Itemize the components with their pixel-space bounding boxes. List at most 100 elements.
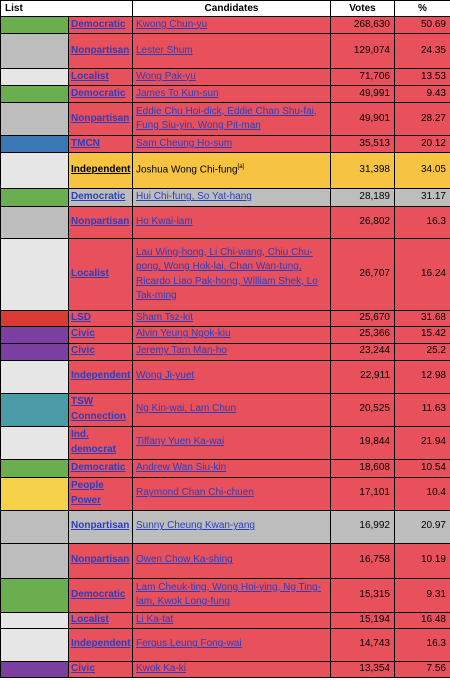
- candidate-link[interactable]: Alvin Yeung Ngok-kiu: [136, 328, 231, 340]
- candidate-link[interactable]: Jeremy Tam Man-ho: [136, 345, 227, 357]
- list-cell: Democratic: [68, 16, 133, 34]
- candidate-link[interactable]: Owen Chow Ka-shing: [136, 554, 233, 566]
- list-cell: Nonpartisan: [68, 33, 133, 69]
- list-link[interactable]: Ind. democrat: [71, 429, 117, 455]
- footnote-marker[interactable]: [a]: [237, 164, 245, 171]
- candidate-link[interactable]: Sam Cheung Ho-sum: [136, 137, 233, 149]
- list-link[interactable]: Nonpartisan: [71, 520, 130, 532]
- percent-header: %: [394, 0, 450, 17]
- candidate-link[interactable]: Sunny Cheung Kwan-yang: [136, 520, 255, 532]
- candidate-link[interactable]: Li Ka-tat: [136, 613, 174, 625]
- candidate-link[interactable]: James To Kun-sun: [136, 87, 219, 99]
- table-row: Localist Li Ka-tat 15,194 16.48: [0, 611, 450, 629]
- table-row: Independent Joshua Wong Chi-fung[a] 31,398…: [0, 152, 450, 189]
- list-cell: Localist: [68, 238, 133, 311]
- percent-cell: 20.12: [394, 135, 450, 153]
- candidate-link[interactable]: Kwok Ka-ki: [136, 662, 187, 674]
- votes-cell: 49,901: [330, 102, 395, 136]
- list-link[interactable]: Localist: [71, 613, 109, 625]
- list-link[interactable]: TSW Connection: [71, 396, 126, 422]
- list-link[interactable]: Independent: [71, 370, 131, 382]
- percent-cell: 12.98: [394, 359, 450, 394]
- candidates-cell: Owen Chow Ka-shing: [132, 542, 331, 579]
- list-link[interactable]: Localist: [71, 268, 109, 280]
- list-link[interactable]: Nonpartisan: [71, 216, 130, 228]
- list-link[interactable]: LSD: [71, 312, 91, 323]
- votes-cell: 26,707: [330, 238, 395, 311]
- votes-cell: 13,354: [330, 660, 395, 678]
- list-link[interactable]: TMCN: [71, 137, 100, 149]
- table-row: Civic Jeremy Tam Man-ho 23,244 25.2: [0, 342, 450, 361]
- list-cell: Nonpartisan: [68, 542, 133, 579]
- list-link[interactable]: Democratic: [71, 191, 126, 203]
- candidate-link[interactable]: Ng Kin-wai, Lam Chun: [136, 403, 237, 415]
- table-row: Democratic Kwong Chun-yu 268,630 50.69: [0, 16, 450, 34]
- list-link[interactable]: Civic: [71, 328, 95, 340]
- list-link[interactable]: Independent: [71, 164, 131, 176]
- candidate-link[interactable]: Lester Shum: [136, 44, 193, 56]
- candidate-link[interactable]: Sham Tsz-kit: [136, 312, 194, 323]
- list-link[interactable]: Democratic: [71, 18, 126, 30]
- candidates-cell: Sam Cheung Ho-sum: [132, 135, 331, 153]
- list-link[interactable]: Democratic: [71, 588, 126, 600]
- party-color-swatch: [0, 310, 69, 327]
- candidate-link[interactable]: Wong Pak-yu: [136, 70, 196, 82]
- candidate-link[interactable]: Lau Wing-hong, Li Chi-wang, Chiu Chu-pon…: [136, 246, 318, 302]
- list-cell: People Power: [68, 476, 133, 511]
- candidate-link[interactable]: Wong Ji-yuet: [136, 370, 195, 382]
- votes-cell: 23,244: [330, 342, 395, 361]
- votes-cell: 129,074: [330, 33, 395, 69]
- candidate-link[interactable]: Eddie Chu Hoi-dick, Eddie Chan Shu-fai, …: [136, 105, 317, 132]
- list-link[interactable]: Nonpartisan: [71, 112, 130, 124]
- candidates-cell: Sham Tsz-kit: [132, 310, 331, 327]
- candidates-cell: Eddie Chu Hoi-dick, Eddie Chan Shu-fai, …: [132, 102, 331, 136]
- list-cell: Democratic: [68, 577, 133, 613]
- percent-cell: 11.63: [394, 392, 450, 427]
- table-row: Nonpartisan Eddie Chu Hoi-dick, Eddie Cha…: [0, 102, 450, 136]
- list-cell: Independent: [68, 359, 133, 394]
- list-cell: Nonpartisan: [68, 206, 133, 239]
- list-link[interactable]: Nonpartisan: [71, 44, 130, 56]
- candidate-link[interactable]: Fergus Leung Fong-wai: [136, 638, 242, 650]
- list-cell: Independent: [68, 627, 133, 662]
- percent-cell: 16.3: [394, 206, 450, 239]
- votes-cell: 16,992: [330, 509, 395, 544]
- list-cell: Nonpartisan: [68, 102, 133, 136]
- candidates-cell: Wong Pak-yu: [132, 68, 331, 86]
- list-cell: TSW Connection: [68, 392, 133, 427]
- list-link[interactable]: Independent: [71, 638, 131, 650]
- candidate-link[interactable]: Lam Cheuk-ting, Wong Hoi-ying, Ng Ting-l…: [136, 581, 321, 608]
- votes-cell: 15,194: [330, 611, 395, 629]
- candidates-cell: Ho Kwai-lam: [132, 206, 331, 239]
- list-link[interactable]: Democratic: [71, 461, 126, 473]
- party-color-swatch: [0, 206, 69, 239]
- list-header: List: [0, 0, 133, 17]
- list-link[interactable]: Localist: [71, 70, 109, 82]
- party-color-swatch: [0, 152, 69, 189]
- candidate-link[interactable]: Andrew Wan Siu-kin: [136, 461, 227, 473]
- list-cell: Localist: [68, 611, 133, 629]
- table-row: Civic Alvin Yeung Ngok-kiu 25,366 15.42: [0, 325, 450, 344]
- candidate-link[interactable]: Hui Chi-fung, So Yat-hang: [136, 191, 252, 203]
- candidate-link[interactable]: Tiffany Yuen Ka-wai: [136, 436, 225, 448]
- percent-cell: 16.24: [394, 238, 450, 311]
- party-color-swatch: [0, 458, 69, 478]
- table-row: Nonpartisan Lester Shum 129,074 24.35: [0, 33, 450, 69]
- candidate-link[interactable]: Kwong Chun-yu: [136, 18, 208, 30]
- candidate-link[interactable]: Ho Kwai-lam: [136, 216, 193, 228]
- table-row: Localist Wong Pak-yu 71,706 13.53: [0, 68, 450, 86]
- candidates-cell: Kwok Ka-ki: [132, 660, 331, 678]
- list-link[interactable]: Nonpartisan: [71, 554, 130, 566]
- list-link[interactable]: People Power: [71, 480, 104, 506]
- list-link[interactable]: Civic: [71, 662, 95, 674]
- table-row: Democratic Hui Chi-fung, So Yat-hang 28,18…: [0, 188, 450, 207]
- candidate-link[interactable]: Joshua Wong Chi-fung: [136, 164, 238, 176]
- list-link[interactable]: Democratic: [71, 87, 126, 99]
- party-color-swatch: [0, 542, 69, 579]
- candidates-cell: Fergus Leung Fong-wai: [132, 627, 331, 662]
- candidates-cell: James To Kun-sun: [132, 85, 331, 103]
- candidate-link[interactable]: Raymond Chan Chi-chuen: [136, 487, 254, 499]
- list-link[interactable]: Civic: [71, 345, 95, 357]
- list-cell: Democratic: [68, 188, 133, 207]
- votes-cell: 20,525: [330, 392, 395, 427]
